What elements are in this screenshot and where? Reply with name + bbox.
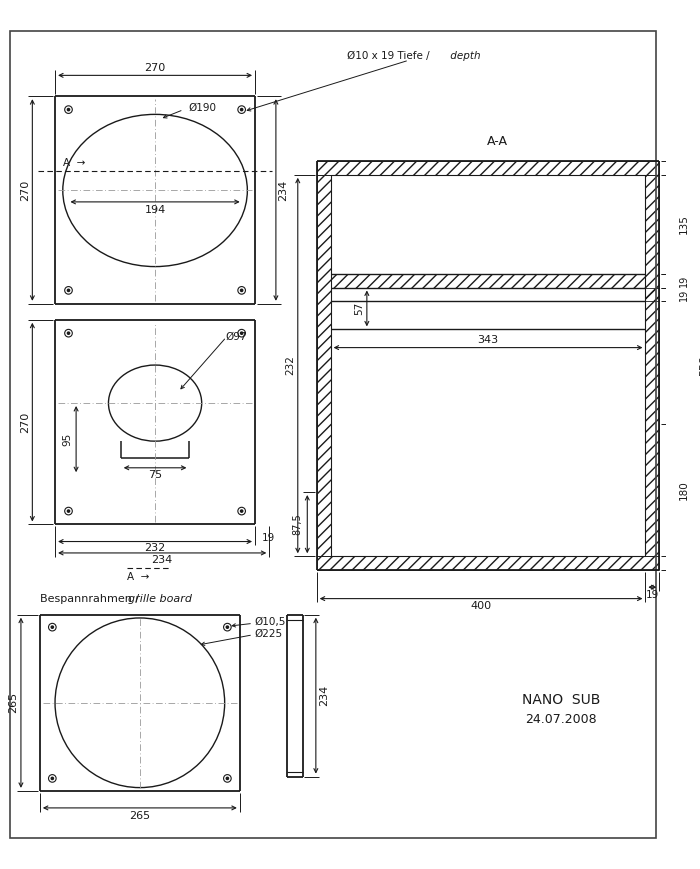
Bar: [645, 175, 659, 556]
Text: 24.07.2008: 24.07.2008: [526, 713, 597, 726]
Text: 265: 265: [130, 811, 150, 820]
Text: Ø97: Ø97: [226, 332, 247, 342]
Bar: [317, 175, 330, 556]
Text: 19: 19: [679, 275, 689, 287]
Text: Ø10 x 19 Tiefe /: Ø10 x 19 Tiefe /: [347, 51, 430, 62]
Bar: [330, 274, 645, 288]
Text: 400: 400: [470, 601, 491, 611]
Text: 95: 95: [62, 433, 73, 446]
Bar: [317, 556, 659, 570]
Text: grille board: grille board: [128, 594, 192, 604]
Circle shape: [241, 289, 243, 291]
Text: 234: 234: [319, 685, 330, 706]
Text: 135: 135: [679, 215, 689, 235]
Text: A  →: A →: [63, 158, 85, 168]
Text: 234: 234: [279, 180, 288, 201]
Text: 232: 232: [285, 355, 295, 375]
Text: 270: 270: [20, 412, 29, 433]
Text: 232: 232: [144, 543, 166, 554]
Text: 180: 180: [679, 481, 689, 501]
Text: 343: 343: [477, 335, 498, 345]
Circle shape: [51, 777, 53, 779]
Text: 194: 194: [144, 205, 166, 216]
Text: 87,5: 87,5: [293, 514, 303, 535]
Circle shape: [241, 109, 243, 110]
Text: Ø10,5: Ø10,5: [254, 617, 286, 627]
Text: 19: 19: [645, 590, 659, 600]
Text: 270: 270: [20, 180, 29, 201]
Bar: [645, 288, 659, 302]
Circle shape: [67, 109, 69, 110]
Circle shape: [226, 777, 228, 779]
Text: 559: 559: [699, 355, 700, 376]
Text: depth: depth: [447, 51, 481, 62]
Text: A-A: A-A: [487, 136, 508, 149]
Circle shape: [51, 626, 53, 628]
Text: Bespannrahmen /: Bespannrahmen /: [40, 594, 139, 604]
Text: 234: 234: [152, 554, 173, 565]
Circle shape: [226, 626, 228, 628]
Circle shape: [67, 289, 69, 291]
Text: 75: 75: [148, 470, 162, 481]
Text: 270: 270: [144, 63, 166, 73]
Circle shape: [67, 510, 69, 512]
Circle shape: [241, 332, 243, 335]
Text: 19: 19: [679, 289, 689, 301]
Circle shape: [241, 510, 243, 512]
Text: 57: 57: [354, 302, 364, 315]
Text: NANO  SUB: NANO SUB: [522, 693, 601, 707]
Bar: [317, 161, 659, 175]
Circle shape: [67, 332, 69, 335]
Text: 265: 265: [8, 693, 18, 713]
Text: Ø225: Ø225: [254, 629, 282, 639]
Text: 19: 19: [262, 533, 275, 543]
Text: A  →: A →: [127, 572, 149, 581]
Text: Ø190: Ø190: [188, 103, 216, 113]
